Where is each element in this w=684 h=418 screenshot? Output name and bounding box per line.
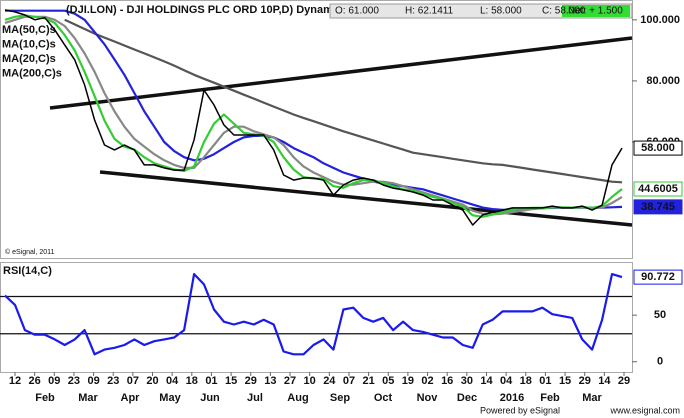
rsi-panel <box>0 262 633 373</box>
series-line <box>4 9 623 226</box>
month-label: Oct <box>374 392 393 404</box>
x-tick-label: 30 <box>461 375 473 387</box>
last-value-box <box>633 199 683 215</box>
series-line <box>4 15 623 216</box>
x-tick-label: 26 <box>29 375 41 387</box>
legend-entry: MA(20,C)s <box>2 53 56 65</box>
x-tick-label: 07 <box>343 375 355 387</box>
x-tick-label: 24 <box>323 375 336 387</box>
rsi-title: RSI(14,C) <box>3 265 52 277</box>
last-value-label: 44.6005 <box>638 183 678 195</box>
copyright: © eSignal, 2011 <box>5 248 55 256</box>
x-tick-label: 04 <box>166 375 179 387</box>
marks <box>0 9 632 356</box>
month-label: Mar <box>78 392 98 404</box>
month-label: Feb <box>35 392 55 404</box>
month-label: Dec <box>457 392 477 404</box>
month-label: Sep <box>330 392 350 404</box>
x-tick-label: 29 <box>245 375 257 387</box>
x-tick-label: 15 <box>225 375 237 387</box>
x-tick-label: 14 <box>598 375 611 387</box>
x-tick-label: 29 <box>579 375 591 387</box>
x-tick-label: 04 <box>500 375 513 387</box>
x-tick-label: 29 <box>618 375 630 387</box>
last-value-label: 38.745 <box>641 201 675 213</box>
y-tick-label: 0 <box>657 356 663 368</box>
chart-title: (DJI.LON) - DJI HOLDINGS PLC ORD 10P,D) … <box>66 4 342 16</box>
x-tick-label: 05 <box>382 375 394 387</box>
x-tick-label: 23 <box>68 375 80 387</box>
last-value-box <box>633 140 683 156</box>
series-line <box>64 18 623 184</box>
ohlc-value: H: 62.1411 <box>405 6 454 17</box>
x-tick-label: 23 <box>107 375 119 387</box>
x-tick-label: 20 <box>146 375 158 387</box>
ohlc-box <box>329 3 633 19</box>
x-tick-label: 18 <box>520 375 532 387</box>
legend-entry: MA(50,C)s <box>2 24 56 36</box>
x-tick-label: 09 <box>87 375 99 387</box>
trendline <box>99 170 633 227</box>
month-label: Jun <box>200 392 220 404</box>
footer: Powered by eSignal <box>480 405 560 415</box>
x-tick-label: 10 <box>304 375 316 387</box>
month-label: May <box>159 392 181 404</box>
last-value-box <box>633 181 683 197</box>
y-tick-label: 80.000 <box>646 75 680 87</box>
x-tick-label: 01 <box>205 375 217 387</box>
ohlc-value: C: 58.000 <box>542 6 586 17</box>
last-value-label: 58.000 <box>641 142 675 154</box>
y-tick-label: 50 <box>654 309 666 321</box>
price-panel <box>0 0 633 259</box>
month-label: Mar <box>582 392 602 404</box>
x-tick-label: 21 <box>362 375 374 387</box>
net: Net: + 1.500 <box>568 6 623 17</box>
month-label: Feb <box>540 392 560 404</box>
legend-entry: MA(200,C)s <box>2 67 62 79</box>
x-tick-label: 14 <box>480 375 493 387</box>
x-tick-label: 07 <box>127 375 139 387</box>
x-tick-label: 09 <box>48 375 60 387</box>
x-tick-label: 02 <box>421 375 433 387</box>
x-tick-label: 15 <box>559 375 571 387</box>
last-value-box <box>633 269 683 285</box>
x-tick-label: 12 <box>9 375 21 387</box>
month-label: 2016 <box>500 392 524 404</box>
x-tick-label: 19 <box>402 375 414 387</box>
y-tick-label: 100.000 <box>640 14 680 26</box>
x-tick-label: 18 <box>186 375 198 387</box>
x-tick-label: 01 <box>539 375 551 387</box>
legend-entry: MA(10,C)s <box>2 38 56 50</box>
month-label: Nov <box>417 392 439 404</box>
trendline <box>49 36 633 110</box>
ohlc-value: O: 61.000 <box>335 6 379 17</box>
month-label: Apr <box>121 392 141 404</box>
ohlc-value: L: 58.000 <box>480 6 522 17</box>
month-label: Aug <box>287 392 308 404</box>
net-box <box>562 5 630 17</box>
series-line <box>4 273 623 356</box>
x-tick-label: 13 <box>264 375 276 387</box>
month-label: Jul <box>247 392 263 404</box>
x-tick-label: 16 <box>441 375 453 387</box>
footer: www.esignal.com <box>609 405 680 415</box>
x-tick-label: 27 <box>284 375 296 387</box>
last-value-label: 90.772 <box>641 271 675 283</box>
